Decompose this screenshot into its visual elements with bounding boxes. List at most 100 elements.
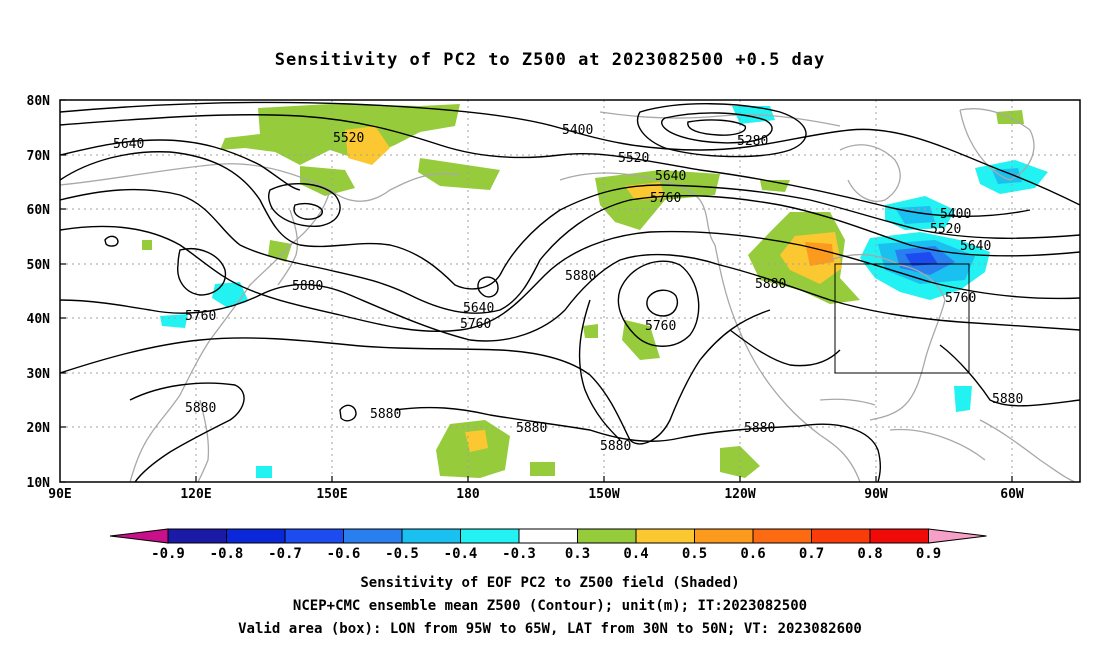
caption-contour: NCEP+CMC ensemble mean Z500 (Contour); u… (292, 598, 808, 614)
lon-label: 180 (456, 487, 480, 502)
contour-label: 5400 (940, 207, 971, 222)
contour-label: 5880 (992, 392, 1023, 407)
colorbar-label: 0.8 (857, 546, 882, 562)
contour-label: 5880 (744, 421, 775, 436)
colorbar-label: 0.7 (799, 546, 824, 562)
contour-label: 5760 (945, 291, 976, 306)
contour-line (267, 182, 341, 227)
coastline-alaska (559, 172, 716, 246)
coastline-north-america-east (829, 253, 946, 421)
colorbar: -0.9 -0.8 -0.7 -0.6 -0.5 -0.4 -0.3 0.3 0.4 0.5 0.6… (109, 528, 987, 562)
colorbar-segment (635, 528, 695, 544)
contour-label: 5880 (600, 439, 631, 454)
contour-label: 5880 (370, 407, 401, 422)
contour-line (646, 289, 679, 317)
coastline-caribbean (889, 428, 986, 461)
contour-line (578, 299, 621, 441)
positive-patch (220, 104, 460, 165)
contour-line (477, 276, 499, 298)
latitude-labels: 80N 70N 60N 50N 40N 30N 20N 10N (27, 94, 51, 491)
contour-label: 5520 (618, 151, 649, 166)
colorbar-label: -0.8 (210, 546, 244, 562)
sensitivity-shading (142, 104, 1048, 478)
contour-label: 5760 (650, 191, 681, 206)
coastline-greenland (959, 108, 1035, 181)
colorbar-label: 0.3 (565, 546, 590, 562)
contour-line (177, 248, 227, 296)
lon-label: 150W (588, 487, 619, 502)
contour-label: 5880 (292, 279, 323, 294)
contour-line (60, 139, 301, 191)
colorbar-segment (343, 528, 403, 544)
contour-label: 5400 (562, 123, 593, 138)
coastline-north-america-west (714, 244, 861, 482)
colorbar-label: 0.9 (916, 546, 941, 562)
colorbar-label: -0.6 (327, 546, 361, 562)
coastline-philippines (197, 399, 210, 482)
colorbar-segment (460, 528, 520, 544)
contour-line (60, 114, 1031, 217)
contour-line (60, 309, 771, 445)
negative-patch (954, 386, 972, 412)
z500-contours (60, 101, 1080, 482)
colorbar-label: 0.4 (623, 546, 648, 562)
negative-patch (160, 314, 188, 328)
colorbar-label: -0.5 (385, 546, 419, 562)
contour-labels: 5640 5520 5400 5280 5520 5640 5760 5400 … (113, 123, 1023, 454)
contour-label: 5760 (185, 309, 216, 324)
contour-line (293, 202, 323, 220)
colorbar-segment (167, 528, 227, 544)
colorbar-segment (518, 528, 578, 544)
coastline-arctic (599, 111, 841, 127)
contour-label: 5880 (516, 421, 547, 436)
positive-patch (300, 166, 355, 196)
colorbar-end-left (109, 528, 169, 544)
coastline-south-america (979, 419, 1076, 482)
coastline-asia (60, 163, 461, 202)
coastline-gulf (819, 398, 876, 406)
positive-patch (530, 462, 555, 476)
lon-label: 150E (316, 487, 347, 502)
caption-shading: Sensitivity of EOF PC2 to Z500 field (Sh… (360, 575, 740, 591)
lat-label: 80N (27, 94, 51, 109)
contour-label: 5520 (930, 222, 961, 237)
positive-patch (268, 240, 292, 262)
positive-patch (465, 430, 488, 452)
graticule (60, 100, 1080, 482)
lat-label: 10N (27, 476, 51, 491)
coastline-east-asia (129, 189, 331, 482)
colorbar-segment (577, 528, 637, 544)
contour-label: 5280 (737, 134, 768, 149)
positive-patch (142, 240, 152, 250)
positive-patch (595, 170, 720, 230)
contour-label: 5760 (645, 319, 676, 334)
lat-label: 40N (27, 312, 51, 327)
lon-label: 60W (1000, 487, 1024, 502)
lon-label: 120E (180, 487, 211, 502)
contour-line (661, 112, 773, 144)
contour-label: 5880 (185, 401, 216, 416)
positive-patch (418, 158, 500, 190)
contour-line (729, 329, 841, 367)
contour-line (60, 225, 1080, 333)
contour-label: 5880 (565, 269, 596, 284)
negative-patch (256, 466, 272, 478)
colorbar-segment (401, 528, 461, 544)
colorbar-label: -0.4 (444, 546, 478, 562)
contour-line (60, 151, 1080, 290)
contour-line (339, 404, 357, 422)
map-frame (59, 99, 1081, 483)
contour-line (637, 103, 807, 158)
contour-line (394, 406, 881, 482)
colorbar-label: 0.6 (740, 546, 765, 562)
lon-label: 90W (864, 487, 888, 502)
contour-line (104, 235, 119, 247)
negative-patch (905, 252, 938, 266)
lat-label: 20N (27, 421, 51, 436)
longitude-labels: 90E 120E 150E 180 150W 120W 90W 60W (48, 487, 1024, 502)
coastline-hudson (839, 144, 901, 202)
lat-label: 50N (27, 258, 51, 273)
colorbar-label: -0.3 (502, 546, 536, 562)
caption-valid-area: Valid area (box): LON from 95W to 65W, L… (238, 621, 862, 637)
